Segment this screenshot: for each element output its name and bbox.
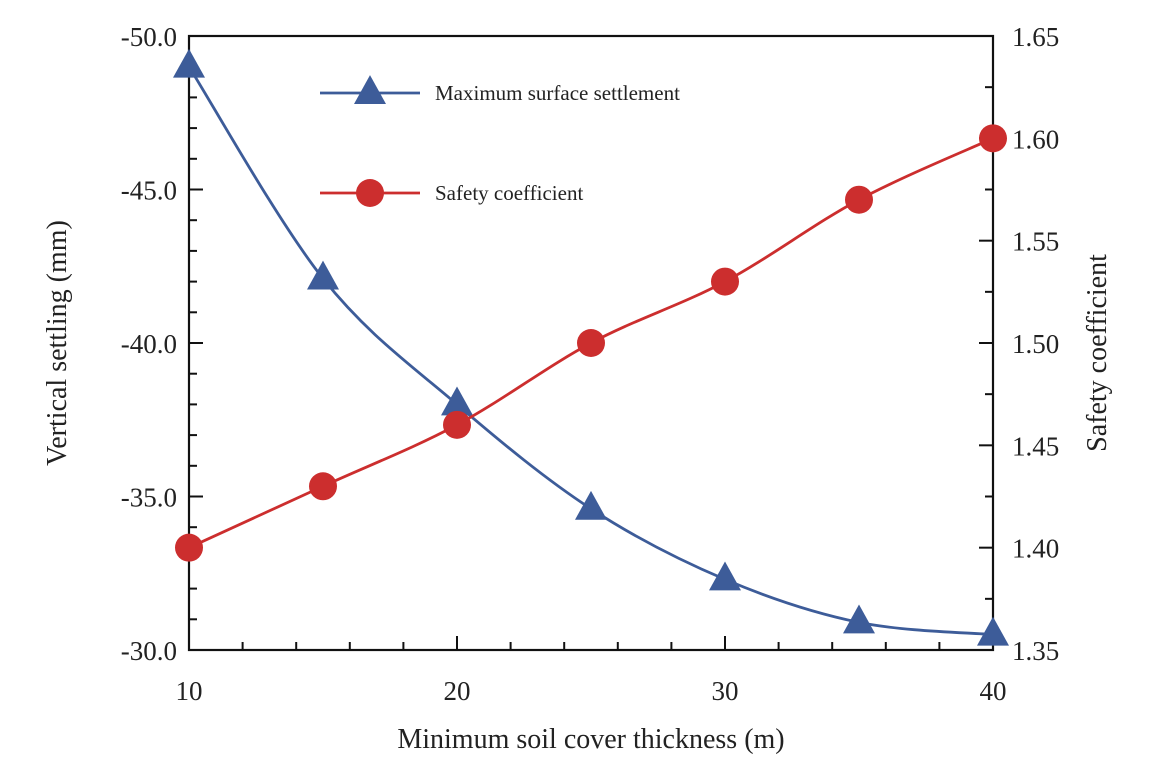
y-right-axis-title: Safety coefficient — [1082, 254, 1113, 452]
y-left-tick-label: -50.0 — [121, 22, 177, 52]
triangle-marker — [307, 260, 339, 290]
x-axis-title: Minimum soil cover thickness (m) — [397, 724, 784, 755]
y-right-tick-label: 1.50 — [1012, 329, 1059, 359]
circle-marker — [979, 124, 1007, 153]
triangle-marker — [173, 48, 205, 78]
circle-marker — [309, 472, 337, 501]
legend-triangle-marker — [354, 75, 386, 104]
y-left-tick-label: -35.0 — [121, 483, 177, 513]
legend-circle-marker — [356, 179, 384, 207]
x-tick-label: 40 — [980, 676, 1007, 706]
axis-ticks — [188, 35, 994, 651]
series-layer — [173, 48, 1009, 646]
circle-marker — [845, 185, 873, 214]
triangle-marker — [441, 386, 473, 416]
circle-marker — [711, 267, 739, 296]
y-left-tick-label: -40.0 — [121, 329, 177, 359]
x-tick-label: 20 — [444, 676, 471, 706]
triangle-marker — [575, 490, 607, 520]
y-left-axis-title: Vertical settling (mm) — [42, 220, 73, 466]
x-tick-label: 10 — [176, 676, 203, 706]
x-tick-label: 30 — [712, 676, 739, 706]
y-right-tick-label: 1.65 — [1012, 22, 1059, 52]
legend-label: Maximum surface settlement — [435, 81, 680, 105]
tick-labels: 10 20 30 40 -50.0 -45.0 -40.0 -35.0 -30.0 1.65 1.6… — [121, 22, 1060, 706]
y-right-tick-label: 1.35 — [1012, 636, 1059, 666]
y-right-tick-label: 1.45 — [1012, 431, 1059, 461]
triangle-marker — [843, 604, 875, 634]
circle-marker — [577, 329, 605, 357]
legend-label: Safety coefficient — [435, 181, 583, 205]
y-right-tick-label: 1.60 — [1012, 124, 1059, 154]
triangle-marker — [709, 561, 741, 591]
legend: Maximum surface settlement Safety coeffic… — [320, 75, 680, 207]
triangle-marker — [977, 616, 1009, 646]
y-right-tick-label: 1.55 — [1012, 227, 1059, 257]
circle-marker — [175, 533, 203, 562]
y-right-tick-label: 1.40 — [1012, 534, 1059, 564]
y-left-tick-label: -45.0 — [121, 176, 177, 206]
y-left-tick-label: -30.0 — [121, 636, 177, 666]
circle-marker — [443, 410, 471, 439]
